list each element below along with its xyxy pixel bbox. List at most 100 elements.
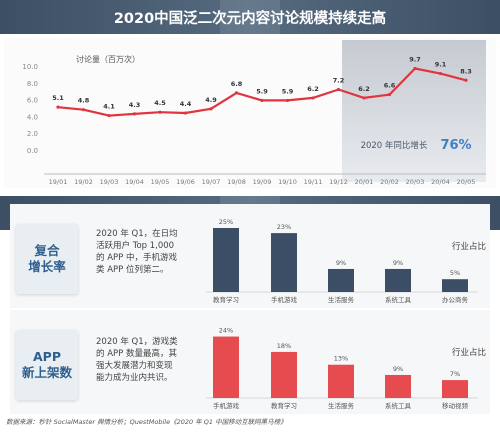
growth-rate-card: 复合 增长率 xyxy=(16,224,78,294)
y-tick-label: 2.0 xyxy=(27,130,38,138)
data-label: 9.7 xyxy=(409,56,421,64)
middle-title: 2020移动游戏引领泛二次元市场规模加速增长 xyxy=(99,206,401,223)
bar-category-label: 手机游戏 xyxy=(213,401,240,410)
bar-category-label: 手机游戏 xyxy=(271,295,298,304)
data-label: 4.9 xyxy=(205,96,217,104)
data-label: 6.2 xyxy=(358,85,370,93)
x-tick-label: 19/04 xyxy=(125,178,144,186)
bar xyxy=(442,279,468,292)
bar xyxy=(328,268,354,292)
y-tick-label: 0.0 xyxy=(27,147,38,155)
bar-value-label: 5% xyxy=(450,269,460,277)
y-tick-label: 4.0 xyxy=(27,113,38,121)
data-point xyxy=(132,112,137,116)
new-apps-card: APP 新上架数 xyxy=(16,330,78,400)
data-point xyxy=(387,92,392,97)
data-label: 5.1 xyxy=(52,94,64,102)
bar-value-label: 18% xyxy=(277,342,291,350)
industry-share-legend-2: 行业占比 xyxy=(451,348,486,358)
data-point xyxy=(285,98,290,103)
data-point xyxy=(234,91,239,95)
bar-category-label: 教育学习 xyxy=(213,295,239,304)
data-point xyxy=(209,107,213,111)
data-point xyxy=(438,71,443,76)
data-label: 4.3 xyxy=(129,101,141,109)
bar xyxy=(213,336,239,398)
bar-value-label: 13% xyxy=(334,355,348,363)
data-point xyxy=(362,96,366,100)
data-point xyxy=(311,96,315,100)
data-point xyxy=(183,111,188,115)
bar xyxy=(442,380,468,398)
data-point xyxy=(336,87,341,92)
data-label: 6.8 xyxy=(231,80,243,88)
data-label: 5.9 xyxy=(282,87,294,95)
data-point xyxy=(413,66,417,71)
new-apps-desc: 2020 年 Q1，游戏类 的 APP 数量最高，其 强大发展潜力和变现 能力成… xyxy=(96,337,178,383)
line-chart: 0.0 2.0 4.0 6.0 8.0 10.0 5.1 19/01 4.8 19/02 4.1 19… xyxy=(22,40,486,186)
industry-share-legend-1: 行业占比 xyxy=(451,242,486,252)
bar-chart-industry-2-bg xyxy=(10,310,490,414)
bar-category-label: 生活服务 xyxy=(328,401,355,410)
y-tick-label: 8.0 xyxy=(27,80,38,88)
x-tick-label: 19/02 xyxy=(74,178,93,186)
data-label: 4.4 xyxy=(180,100,192,108)
x-tick-label: 20/02 xyxy=(380,178,399,186)
bar-category-label: 移动视频 xyxy=(442,401,469,410)
bar xyxy=(213,228,239,292)
data-point xyxy=(260,98,264,103)
bar-category-label: 办公商务 xyxy=(442,295,469,304)
x-tick-label: 19/06 xyxy=(176,178,195,186)
x-tick-label: 20/03 xyxy=(406,178,425,186)
x-tick-label: 20/01 xyxy=(355,178,374,186)
x-tick-label: 19/10 xyxy=(278,178,297,186)
data-label: 4.1 xyxy=(103,103,115,111)
callout-label: 2020 年同比增长 xyxy=(361,140,428,151)
top-banner: 2020中国泛二次元内容讨论规模持续走高 xyxy=(0,0,500,34)
y-tick-label: 6.0 xyxy=(27,97,38,105)
bar-value-label: 24% xyxy=(219,327,233,335)
data-point xyxy=(81,108,86,112)
data-point xyxy=(464,78,468,82)
x-tick-label: 20/04 xyxy=(431,178,450,186)
x-tick-label: 19/11 xyxy=(304,178,323,186)
bar-category-label: 教育学习 xyxy=(271,401,297,410)
data-label: 9.1 xyxy=(435,61,447,69)
data-point xyxy=(107,113,111,118)
bar xyxy=(385,268,411,292)
x-tick-label: 19/05 xyxy=(151,178,170,186)
callout-value: 76% xyxy=(440,138,471,153)
source-footnote: 数据来源：秒针 SocialMaster 舆情分析；QuestMobile《20… xyxy=(6,418,287,426)
bar-value-label: 9% xyxy=(336,259,346,267)
bar-value-label: 7% xyxy=(450,370,460,378)
data-label: 6.6 xyxy=(384,82,396,90)
bar xyxy=(328,364,354,398)
x-tick-label: 19/09 xyxy=(253,178,272,186)
x-tick-label: 19/07 xyxy=(202,178,221,186)
y-tick-label: 10.0 xyxy=(22,63,38,71)
bar-value-label: 9% xyxy=(393,365,403,373)
x-tick-label: 19/12 xyxy=(329,178,348,186)
data-label: 8.3 xyxy=(460,67,472,75)
bar-category-label: 生活服务 xyxy=(328,295,355,304)
data-label: 7.2 xyxy=(333,77,345,85)
data-label: 6.2 xyxy=(307,85,319,93)
x-tick-label: 19/08 xyxy=(227,178,246,186)
bar-value-label: 9% xyxy=(393,259,403,267)
data-label: 5.9 xyxy=(256,87,268,95)
x-tick-label: 19/01 xyxy=(49,178,68,186)
data-label: 4.5 xyxy=(154,99,166,107)
data-point xyxy=(158,110,162,114)
growth-rate-desc: 2020 年 Q1，在日均 活跃用户 Top 1,000 的 APP 中，手机游… xyxy=(96,229,178,275)
top-title: 2020中国泛二次元内容讨论规模持续走高 xyxy=(113,10,387,27)
x-tick-label: 20/05 xyxy=(457,178,476,186)
bar-category-label: 系统工具 xyxy=(385,295,412,304)
data-label: 4.8 xyxy=(78,97,90,105)
line-chart-ylabel: 讨论量（百万次） xyxy=(76,55,140,64)
bar xyxy=(271,351,297,398)
bar xyxy=(271,233,297,292)
highlight-region xyxy=(342,40,486,182)
bar xyxy=(385,374,411,398)
bar-category-label: 系统工具 xyxy=(385,401,412,410)
data-point xyxy=(56,105,60,109)
